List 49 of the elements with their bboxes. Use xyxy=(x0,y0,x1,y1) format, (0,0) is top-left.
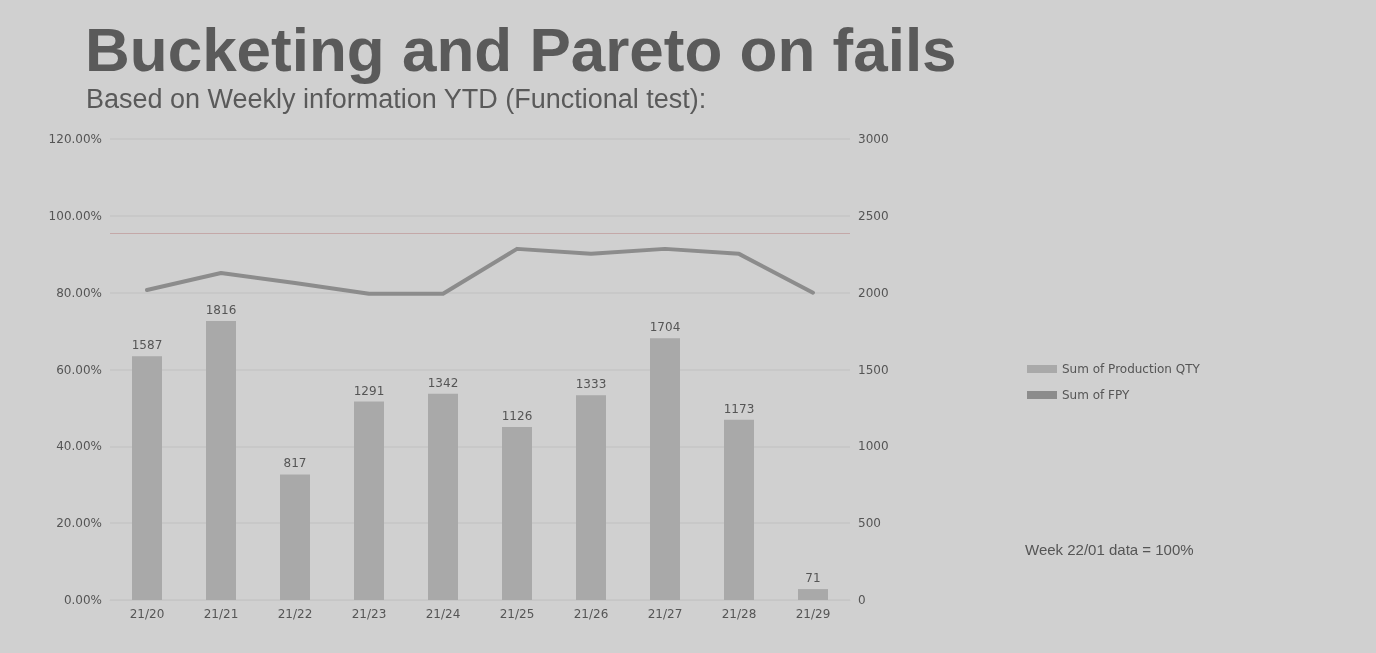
data-label: 1291 xyxy=(353,383,385,398)
x-tick-label: 21/23 xyxy=(351,607,387,621)
x-tick-label: 21/20 xyxy=(129,607,165,621)
y2-tick-label: 1500 xyxy=(858,362,889,377)
x-tick-label: 21/24 xyxy=(425,607,461,621)
x-tick-label: 21/25 xyxy=(499,607,535,621)
x-tick-label: 21/21 xyxy=(203,607,239,621)
bar xyxy=(280,474,310,600)
y2-tick-label: 1000 xyxy=(858,439,889,454)
y2-tick-label: 2500 xyxy=(858,208,889,223)
y-tick-label: 120.00% xyxy=(48,132,102,146)
bar xyxy=(354,401,384,600)
x-tick-label: 21/27 xyxy=(647,607,683,621)
y2-tick-label: 3000 xyxy=(858,132,889,146)
bar xyxy=(798,589,828,600)
data-label: 1704 xyxy=(649,320,681,335)
legend-label: Sum of Production QTY xyxy=(1062,362,1201,376)
data-label: 1333 xyxy=(575,377,607,392)
data-label: 1173 xyxy=(723,401,755,416)
bar xyxy=(724,419,754,600)
bar xyxy=(132,356,162,600)
text: Week 22/01 data = 100% xyxy=(1025,541,1194,558)
data-label: 1587 xyxy=(131,338,163,353)
bar xyxy=(650,338,680,600)
y2-tick-label: 2000 xyxy=(858,285,889,300)
x-tick-label: 21/29 xyxy=(795,607,831,621)
legend-label: Sum of FPY xyxy=(1062,388,1130,402)
data-label: 1342 xyxy=(427,375,459,390)
data-label: 817 xyxy=(283,456,307,471)
y2-tick-label: 0 xyxy=(858,593,866,607)
data-label: 1126 xyxy=(501,408,533,423)
bar xyxy=(206,320,236,600)
chart-subtitle: Based on Weekly information YTD (Functional test): xyxy=(86,84,707,115)
x-tick-label: 21/26 xyxy=(573,607,609,621)
y-tick-label: 100.00% xyxy=(48,208,102,223)
y-tick-label: 0.00% xyxy=(63,593,102,607)
bar xyxy=(428,393,458,600)
data-label: 71 xyxy=(805,571,821,586)
y2-tick-label: 500 xyxy=(858,516,881,531)
y-tick-label: 60.00% xyxy=(56,362,102,377)
y-tick-label: 20.00% xyxy=(56,516,102,531)
data-label: 1816 xyxy=(205,302,237,317)
line-series xyxy=(145,246,815,296)
x-tick-label: 21/28 xyxy=(721,607,757,621)
y-tick-label: 80.00% xyxy=(56,285,102,300)
y-tick-label: 40.00% xyxy=(56,439,102,454)
x-tick-label: 21/22 xyxy=(277,607,313,621)
bar xyxy=(576,395,606,600)
bar xyxy=(502,426,532,600)
